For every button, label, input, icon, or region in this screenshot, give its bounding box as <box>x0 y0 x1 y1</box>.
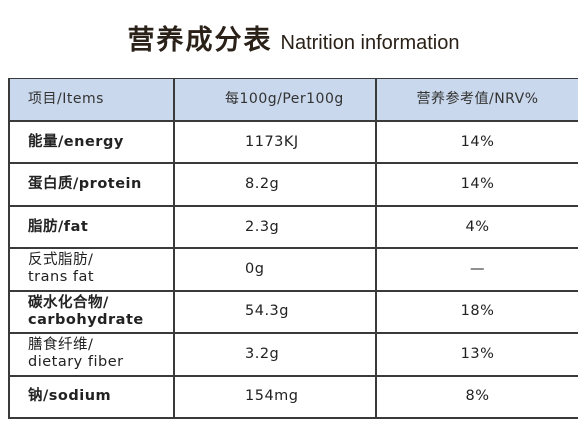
header-cell: 营养参考值/NRV% <box>375 79 578 120</box>
per-100g: 8.2g <box>173 164 375 205</box>
nrv-percent: — <box>375 249 578 290</box>
nutrient-name: 膳食纤维/ dietary fiber <box>8 334 173 375</box>
header-row: 项目/Items 每100g/Per100g 营养参考值/NRV% <box>8 78 578 122</box>
subtitle: Natrition information <box>280 32 460 54</box>
header-cell: 项目/Items <box>8 79 173 120</box>
per-100g: 0g <box>173 249 375 290</box>
per-100g: 154mg <box>173 376 375 417</box>
nutrient-name: 脂肪/fat <box>8 206 173 248</box>
table-row: 蛋白质/protein 8.2g 14% <box>8 164 578 207</box>
header-cell: 每100g/Per100g <box>173 79 375 120</box>
nutrient-name: 反式脂肪/ trans fat <box>8 249 173 290</box>
table-row: 膳食纤维/ dietary fiber 3.2g 13% <box>8 334 578 377</box>
title: 营养成分表 <box>127 25 273 56</box>
nrv-percent: 13% <box>375 334 578 375</box>
nutrient-name: 碳水化合物/ carbohydrate <box>8 291 173 333</box>
nrv-percent: 14% <box>375 122 578 163</box>
nrv-percent: 14% <box>375 164 578 205</box>
table-row: 钠/sodium 154mg 8% <box>8 376 578 419</box>
nrv-percent: 4% <box>375 206 578 248</box>
nutrient-name: 能量/energy <box>8 122 173 163</box>
table-row: 碳水化合物/ carbohydrate 54.3g 18% <box>8 291 578 335</box>
per-100g: 54.3g <box>173 291 375 333</box>
nutrient-name: 钠/sodium <box>8 376 173 417</box>
nutrition-table: 项目/Items 每100g/Per100g 营养参考值/NRV% 能量/energy… <box>8 78 578 419</box>
per-100g: 1173KJ <box>173 122 375 163</box>
table-row: 脂肪/fat 2.3g 4% <box>8 206 578 250</box>
nrv-percent: 8% <box>375 376 578 417</box>
table-row: 反式脂肪/ trans fat 0g — <box>8 249 578 292</box>
nutrient-name: 蛋白质/protein <box>8 164 173 205</box>
heading: 营养成分表 Natrition information <box>0 18 587 57</box>
table-row: 能量/energy 1173KJ 14% <box>8 122 578 165</box>
nrv-percent: 18% <box>375 291 578 333</box>
per-100g: 2.3g <box>173 206 375 248</box>
per-100g: 3.2g <box>173 334 375 375</box>
